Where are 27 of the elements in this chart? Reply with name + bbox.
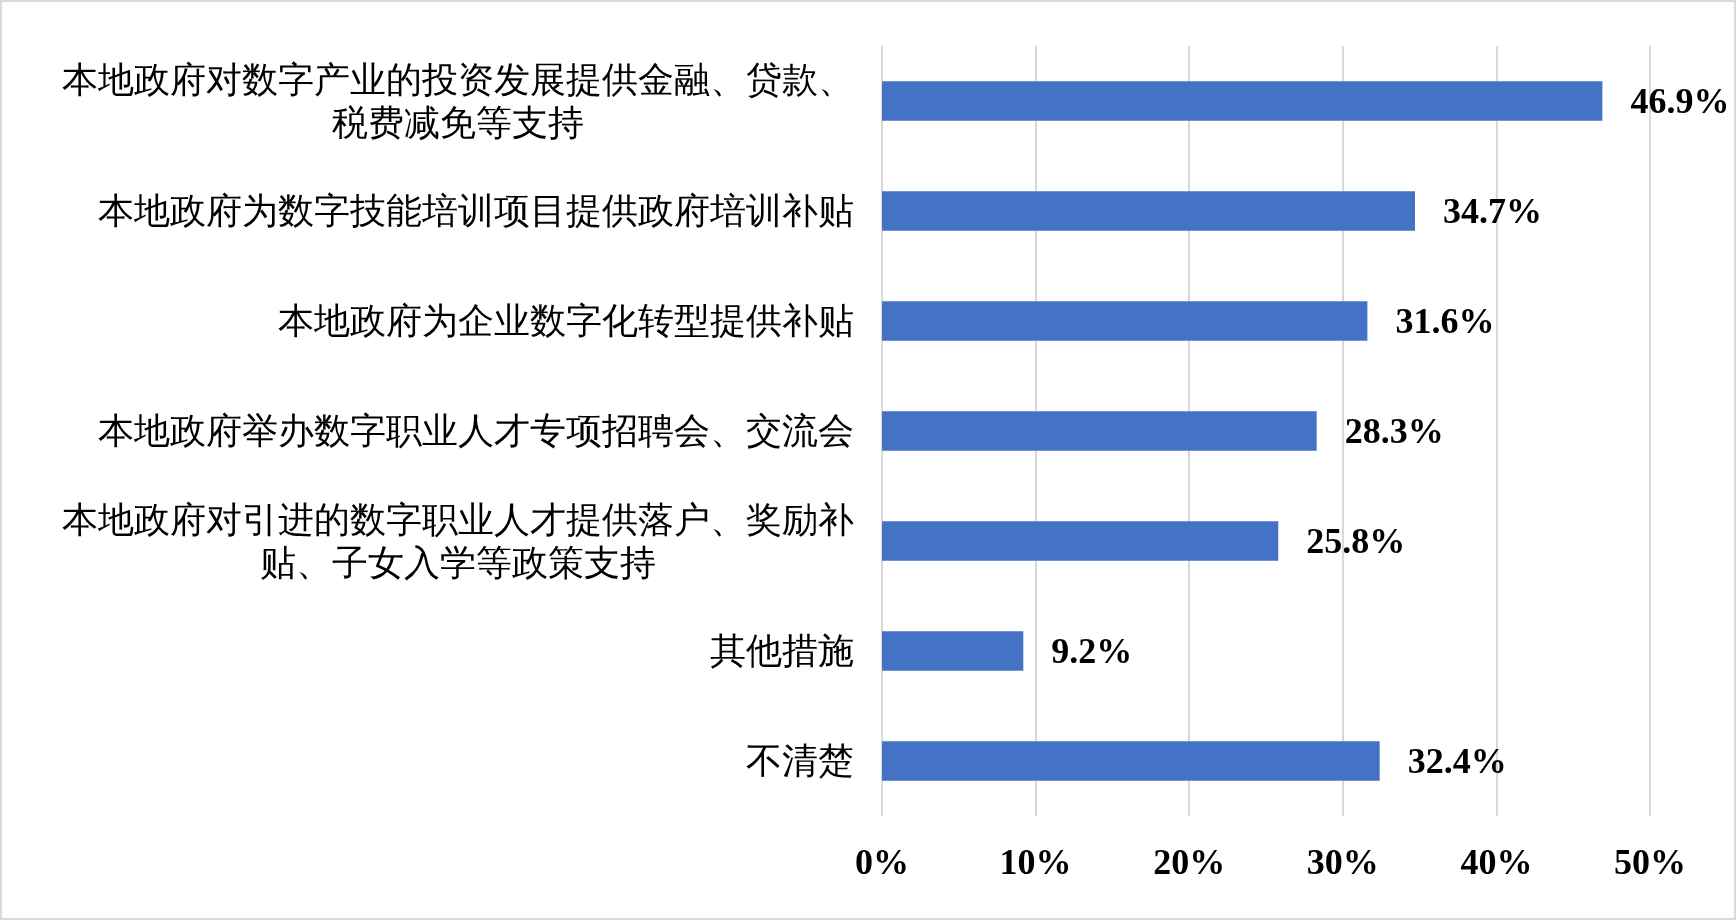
y-tick-label: 本地政府对数字产业的投资发展提供金融、贷款、税费减免等支持 bbox=[62, 59, 854, 143]
x-tick-label: 0% bbox=[855, 842, 909, 882]
data-label: 31.6% bbox=[1395, 301, 1495, 341]
data-label: 32.4% bbox=[1407, 741, 1507, 781]
y-tick-label: 不清楚 bbox=[746, 741, 854, 781]
y-tick-label: 其他措施 bbox=[710, 631, 854, 671]
x-tick-label: 10% bbox=[999, 842, 1072, 882]
x-tick-label: 50% bbox=[1614, 842, 1686, 882]
data-label: 25.8% bbox=[1306, 521, 1406, 561]
y-tick-label: 本地政府举办数字职业人才专项招聘会、交流会 bbox=[98, 411, 854, 451]
x-tick-label: 40% bbox=[1460, 842, 1533, 882]
data-label: 46.9% bbox=[1630, 81, 1730, 121]
bar bbox=[882, 631, 1024, 671]
x-tick-label: 20% bbox=[1153, 842, 1226, 882]
y-tick-label: 本地政府为企业数字化转型提供补贴 bbox=[278, 301, 854, 341]
x-tick-label: 30% bbox=[1306, 842, 1379, 882]
data-label: 9.2% bbox=[1051, 631, 1133, 671]
bar bbox=[882, 411, 1317, 451]
bar bbox=[882, 81, 1603, 121]
y-tick-label: 本地政府对引进的数字职业人才提供落户、奖励补贴、子女入学等政策支持 bbox=[62, 499, 854, 583]
bar bbox=[882, 191, 1415, 231]
bar bbox=[882, 521, 1279, 561]
bar bbox=[882, 741, 1380, 781]
data-label: 28.3% bbox=[1344, 411, 1444, 451]
data-label: 34.7% bbox=[1442, 191, 1542, 231]
y-tick-label: 本地政府为数字技能培训项目提供政府培训补贴 bbox=[98, 191, 854, 231]
bar bbox=[882, 301, 1368, 341]
